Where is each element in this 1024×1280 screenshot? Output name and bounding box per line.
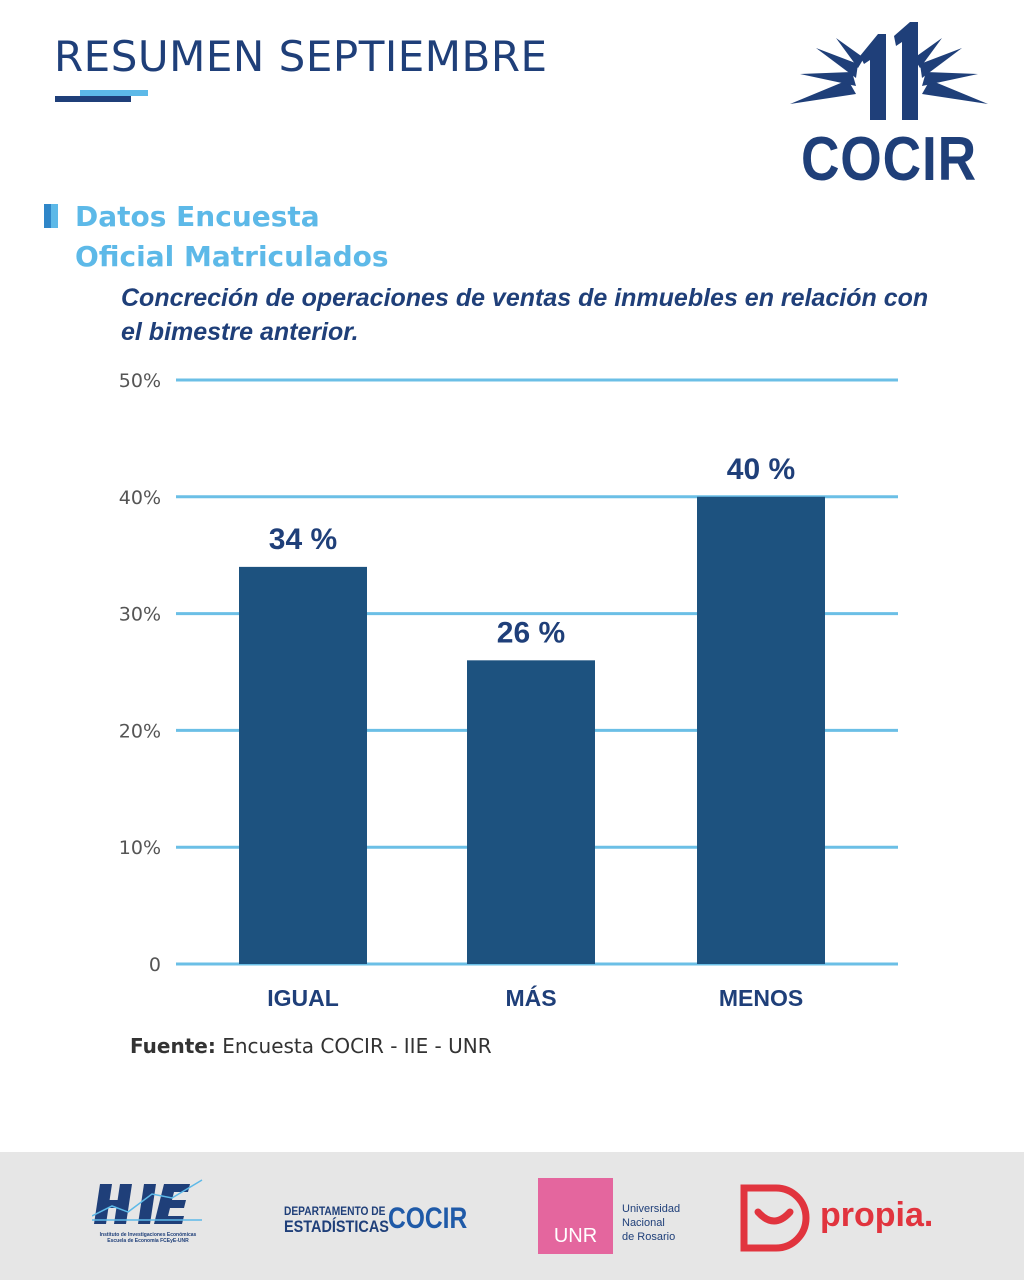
iie-emblem-icon	[91, 1179, 203, 1224]
source-text: Encuesta COCIR - IIE - UNR	[222, 1034, 492, 1058]
page-title: RESUMEN SEPTIEMBRE	[54, 32, 548, 81]
iie-caption: Instituto de Investigaciones Económicas …	[92, 1232, 204, 1244]
propia-emblem-icon	[740, 1184, 810, 1252]
x-tick-label: MÁS	[505, 984, 556, 1011]
dept-estadisticas-logo: DEPARTAMENTO DE ESTADÍSTICAS COCIR	[284, 1202, 484, 1238]
dept-cocir-text: COCIR	[388, 1202, 468, 1235]
y-tick-label: 50%	[119, 370, 161, 392]
cocir-emblem-icon	[790, 22, 988, 120]
unr-box: UNR	[538, 1178, 613, 1254]
data-label: 34 %	[269, 523, 337, 556]
source-line: Fuente: Encuesta COCIR - IIE - UNR	[130, 1034, 492, 1058]
section-title: Datos Encuesta Oficial Matriculados	[75, 197, 475, 277]
x-tick-label: MENOS	[719, 985, 803, 1011]
iie-caption-line1: Instituto de Investigaciones Económicas	[99, 1232, 197, 1238]
unr-name-line1: Universidad	[622, 1203, 681, 1215]
y-tick-label: 30%	[119, 604, 161, 626]
unr-name: Universidad Nacional de Rosario	[622, 1202, 702, 1244]
title-underline-dark	[55, 96, 131, 102]
y-tick-label: 20%	[119, 720, 161, 742]
source-label: Fuente:	[130, 1034, 216, 1058]
unr-name-line2: Nacional	[622, 1217, 665, 1229]
propia-text: propia.	[820, 1196, 934, 1234]
propia-logo: propia.	[736, 1182, 966, 1256]
bar	[697, 496, 825, 964]
unr-box-text: UNR	[553, 1225, 598, 1247]
chart-subtitle: Concreción de operaciones de ventas de i…	[121, 284, 929, 346]
bar	[467, 660, 595, 964]
section-title-line1: Datos Encuesta	[75, 200, 320, 233]
dept-text: DEPARTAMENTO DE ESTADÍSTICAS	[284, 1204, 389, 1236]
bar-chart: 0 10% 20% 30% 40% 50% 34 % IGUAL 26 % MÁS 40 % MENO…	[119, 370, 898, 1011]
section-title-line2: Oficial Matriculados	[75, 240, 389, 273]
unr-logo: UNR Universidad Nacional de Rosario	[538, 1178, 698, 1254]
unr-name-line3: de Rosario	[622, 1231, 676, 1243]
cocir-logo-text: COCIR	[800, 125, 978, 194]
footer-logos: Instituto de Investigaciones Económicas …	[0, 1152, 1024, 1280]
dept-line1: DEPARTAMENTO DE	[284, 1204, 386, 1218]
section-marker	[44, 204, 58, 228]
iie-caption-line2: Escuela de Economía FCEyE-UNR	[107, 1238, 189, 1244]
y-tick-label: 0	[149, 954, 161, 976]
x-tick-label: IGUAL	[267, 985, 339, 1011]
y-tick-label: 40%	[119, 487, 161, 509]
iie-logo: Instituto de Investigaciones Económicas …	[91, 1176, 204, 1252]
data-label: 26 %	[497, 616, 565, 649]
dept-line2: ESTADÍSTICAS	[284, 1217, 389, 1236]
cocir-logo: COCIR	[786, 16, 992, 194]
bar	[239, 566, 367, 964]
title-underline-light	[80, 90, 148, 96]
y-tick-label: 10%	[119, 837, 161, 859]
data-label: 40 %	[727, 453, 795, 486]
